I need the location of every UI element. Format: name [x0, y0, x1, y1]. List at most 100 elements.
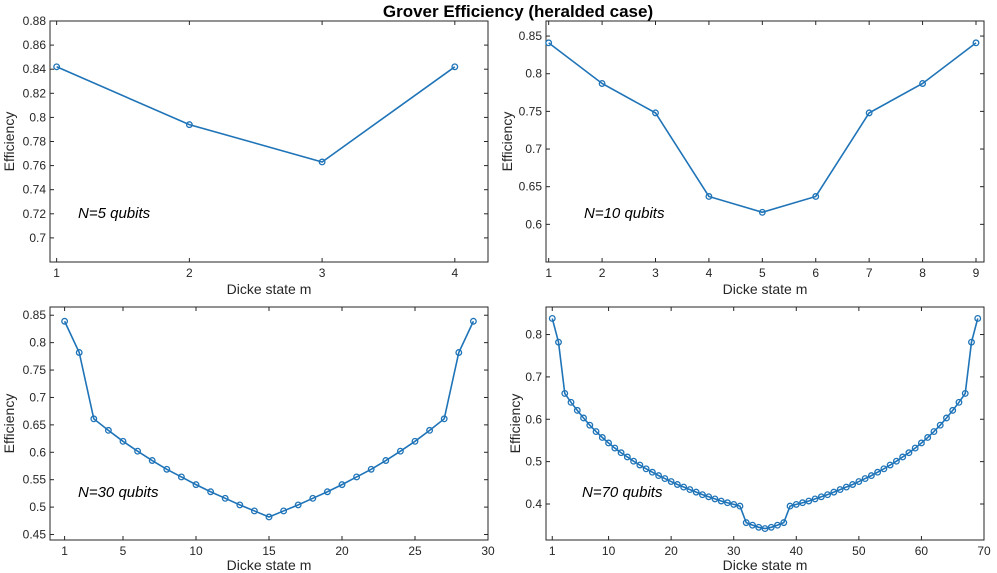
data-point [761, 525, 769, 533]
data-point [265, 513, 273, 521]
data-point [943, 414, 950, 422]
subplot-1: 0.7 0.72 0.74 0.76 0.78 0.8 0.82 0.84 0.86 0.88 1 2… [1, 14, 489, 297]
data-point [911, 444, 919, 452]
y-tick-label: 0.5 [525, 455, 542, 469]
data-point [919, 80, 927, 87]
data-point [667, 478, 675, 485]
data-point [836, 486, 844, 494]
y-tick-label: 0.8 [525, 328, 542, 342]
data-point [692, 488, 700, 496]
data-point [767, 523, 775, 531]
data-point [61, 317, 69, 325]
data-point [548, 314, 556, 322]
data-point [586, 421, 594, 429]
data-point [655, 472, 663, 480]
data-point [580, 414, 587, 422]
data-point [338, 481, 346, 489]
data-point [930, 428, 938, 435]
y-tick-label: 0.78 [23, 135, 47, 149]
x-tick-label: 3 [319, 266, 326, 280]
data-point [936, 421, 944, 429]
data-point [104, 426, 112, 434]
data-point [849, 481, 857, 488]
y-tick-label: 0.6 [525, 412, 542, 426]
data-point [961, 389, 969, 397]
data-point [742, 519, 750, 527]
data-point [886, 461, 894, 469]
data-point [724, 499, 731, 507]
data-point [830, 488, 838, 496]
series-line [63, 320, 475, 518]
y-tick-label: 0.75 [519, 104, 543, 118]
y-tick-label: 0.76 [23, 159, 47, 173]
x-tick-label: 1 [549, 544, 556, 558]
data-point [250, 507, 258, 515]
data-point [867, 472, 875, 480]
x-axis-label: Dicke state m [723, 281, 808, 297]
y-tick-label: 0.7 [29, 390, 46, 404]
y-axis-label: Efficiency [499, 112, 515, 172]
y-tick-label: 0.7 [525, 142, 542, 156]
axes-box [49, 20, 489, 263]
data-point [636, 461, 644, 469]
data-point [758, 208, 766, 216]
x-tick-label: 40 [790, 544, 804, 558]
y-tick-label: 0.6 [525, 217, 542, 231]
data-point [673, 481, 681, 488]
x-tick-label: 8 [919, 266, 926, 280]
data-point [177, 473, 185, 481]
data-point [545, 39, 553, 47]
data-point [652, 109, 659, 117]
data-point [717, 497, 725, 505]
data-point [134, 447, 142, 455]
data-point [611, 444, 619, 452]
data-point [924, 434, 932, 441]
y-tick-label: 0.8 [29, 110, 46, 124]
data-point [573, 406, 581, 414]
y-tick-label: 0.7 [29, 231, 46, 245]
annotation-label: N=10 qubits [584, 205, 665, 222]
x-tick-label: 1 [53, 266, 60, 280]
x-tick-label: 20 [335, 544, 349, 558]
y-tick-label: 0.55 [23, 473, 47, 487]
data-point [786, 502, 794, 510]
y-tick-label: 0.84 [23, 62, 47, 76]
subplot-2: 0.6 0.65 0.7 0.75 0.8 0.85 1 2 3 4 5 6 7 8 9 Dicke stat… [499, 20, 985, 297]
data-point [974, 314, 982, 322]
data-point [426, 426, 434, 434]
data-point [163, 465, 171, 473]
x-tick-label: 20 [664, 544, 678, 558]
data-point [755, 523, 763, 531]
data-point [855, 478, 863, 485]
x-tick-label: 50 [852, 544, 866, 558]
x-axis-label: Dicke state m [227, 281, 312, 297]
data-point [561, 389, 569, 397]
data-point [605, 439, 613, 447]
x-tick-label: 10 [189, 544, 203, 558]
data-point [236, 501, 244, 509]
data-point [451, 63, 459, 71]
data-point [630, 457, 638, 465]
x-tick-label: 6 [812, 266, 819, 280]
subplot-3: 0.450.50.550.60.650.70.750.80.851 5 10 15 20… [1, 306, 495, 573]
data-point [598, 434, 606, 441]
data-point [865, 109, 873, 117]
y-tick-label: 0.45 [23, 528, 47, 542]
x-tick-label: 3 [652, 266, 659, 280]
data-point [661, 475, 669, 483]
y-tick-label: 0.88 [23, 14, 47, 28]
data-point [323, 488, 331, 496]
data-point [861, 475, 869, 483]
y-tick-label: 0.7 [525, 370, 542, 384]
data-point [792, 500, 800, 508]
figure-title: Grover Efficiency (heralded case) [383, 2, 653, 21]
data-point [309, 494, 317, 502]
data-point [968, 338, 975, 346]
data-point [90, 415, 98, 423]
y-tick-label: 0.65 [519, 180, 543, 194]
data-point [411, 437, 419, 445]
data-point [736, 502, 744, 510]
data-point [812, 193, 820, 200]
y-axis-label: Efficiency [507, 394, 523, 454]
data-point [396, 447, 404, 455]
